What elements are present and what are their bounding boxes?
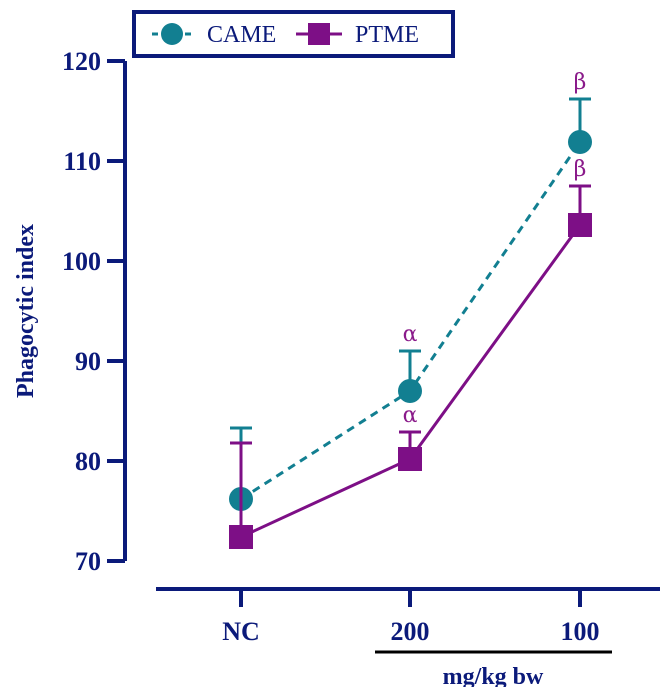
axes: 70 80 90 100 110 120 Phagocytic index NC 200 100 m…: [13, 47, 660, 687]
x-tick-label: 100: [561, 617, 600, 646]
legend: CAME PTME: [132, 10, 455, 58]
legend-item-ptme: PTME: [296, 22, 419, 48]
data-point: [398, 379, 422, 403]
data-point: [398, 447, 422, 471]
significance-label: α: [403, 403, 418, 428]
legend-marker: [161, 23, 183, 45]
y-axis-label: Phagocytic index: [13, 224, 39, 398]
significance-label: β: [574, 70, 587, 95]
y-tick-label: 100: [62, 247, 101, 276]
data-point: [568, 130, 592, 154]
y-tick-label: 110: [63, 147, 101, 176]
y-tick-label: 80: [75, 447, 101, 476]
legend-marker: [308, 23, 330, 45]
data-point: [568, 213, 592, 237]
series-ptme: αβ: [229, 157, 592, 549]
significance-label: β: [574, 157, 587, 182]
x-group-label: mg/kg bw: [443, 664, 544, 687]
x-tick-label: NC: [222, 617, 260, 646]
y-tick-label: 70: [75, 547, 101, 576]
y-tick-label: 120: [62, 47, 101, 76]
x-tick-label: 200: [391, 617, 430, 646]
legend-item-came: CAME: [152, 22, 276, 48]
y-tick-label: 90: [75, 347, 101, 376]
legend-label: CAME: [207, 22, 276, 48]
legend-label: PTME: [355, 22, 419, 48]
significance-label: α: [403, 322, 418, 347]
data-point: [229, 525, 253, 549]
